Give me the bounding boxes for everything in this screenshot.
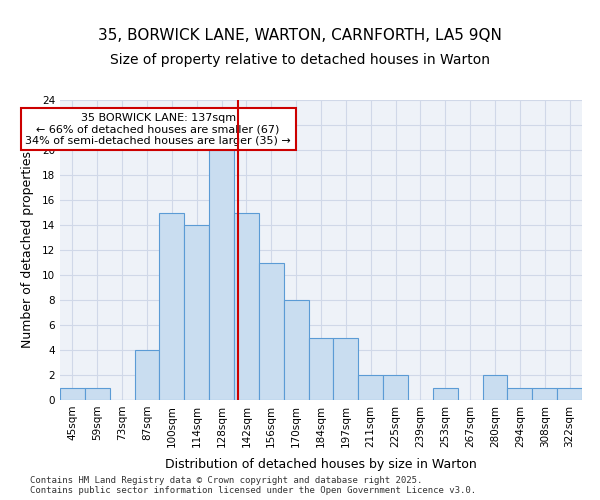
Bar [85, 388, 110, 400]
Bar [433, 388, 458, 400]
Bar [60, 388, 85, 400]
Text: Contains HM Land Registry data © Crown copyright and database right 2025.
Contai: Contains HM Land Registry data © Crown c… [30, 476, 476, 495]
Bar [334, 338, 358, 400]
Text: 35 BORWICK LANE: 137sqm
← 66% of detached houses are smaller (67)
34% of semi-de: 35 BORWICK LANE: 137sqm ← 66% of detache… [25, 113, 291, 146]
Bar [308, 338, 334, 400]
Bar [259, 262, 284, 400]
Bar [508, 388, 532, 400]
Bar [532, 388, 557, 400]
Bar [160, 212, 184, 400]
Bar [383, 375, 408, 400]
Bar [234, 212, 259, 400]
X-axis label: Distribution of detached houses by size in Warton: Distribution of detached houses by size … [165, 458, 477, 471]
Bar [358, 375, 383, 400]
Bar [134, 350, 160, 400]
Text: 35, BORWICK LANE, WARTON, CARNFORTH, LA5 9QN: 35, BORWICK LANE, WARTON, CARNFORTH, LA5… [98, 28, 502, 42]
Bar [557, 388, 582, 400]
Bar [209, 150, 234, 400]
Text: Size of property relative to detached houses in Warton: Size of property relative to detached ho… [110, 53, 490, 67]
Bar [184, 225, 209, 400]
Y-axis label: Number of detached properties: Number of detached properties [20, 152, 34, 348]
Bar [284, 300, 308, 400]
Bar [482, 375, 508, 400]
